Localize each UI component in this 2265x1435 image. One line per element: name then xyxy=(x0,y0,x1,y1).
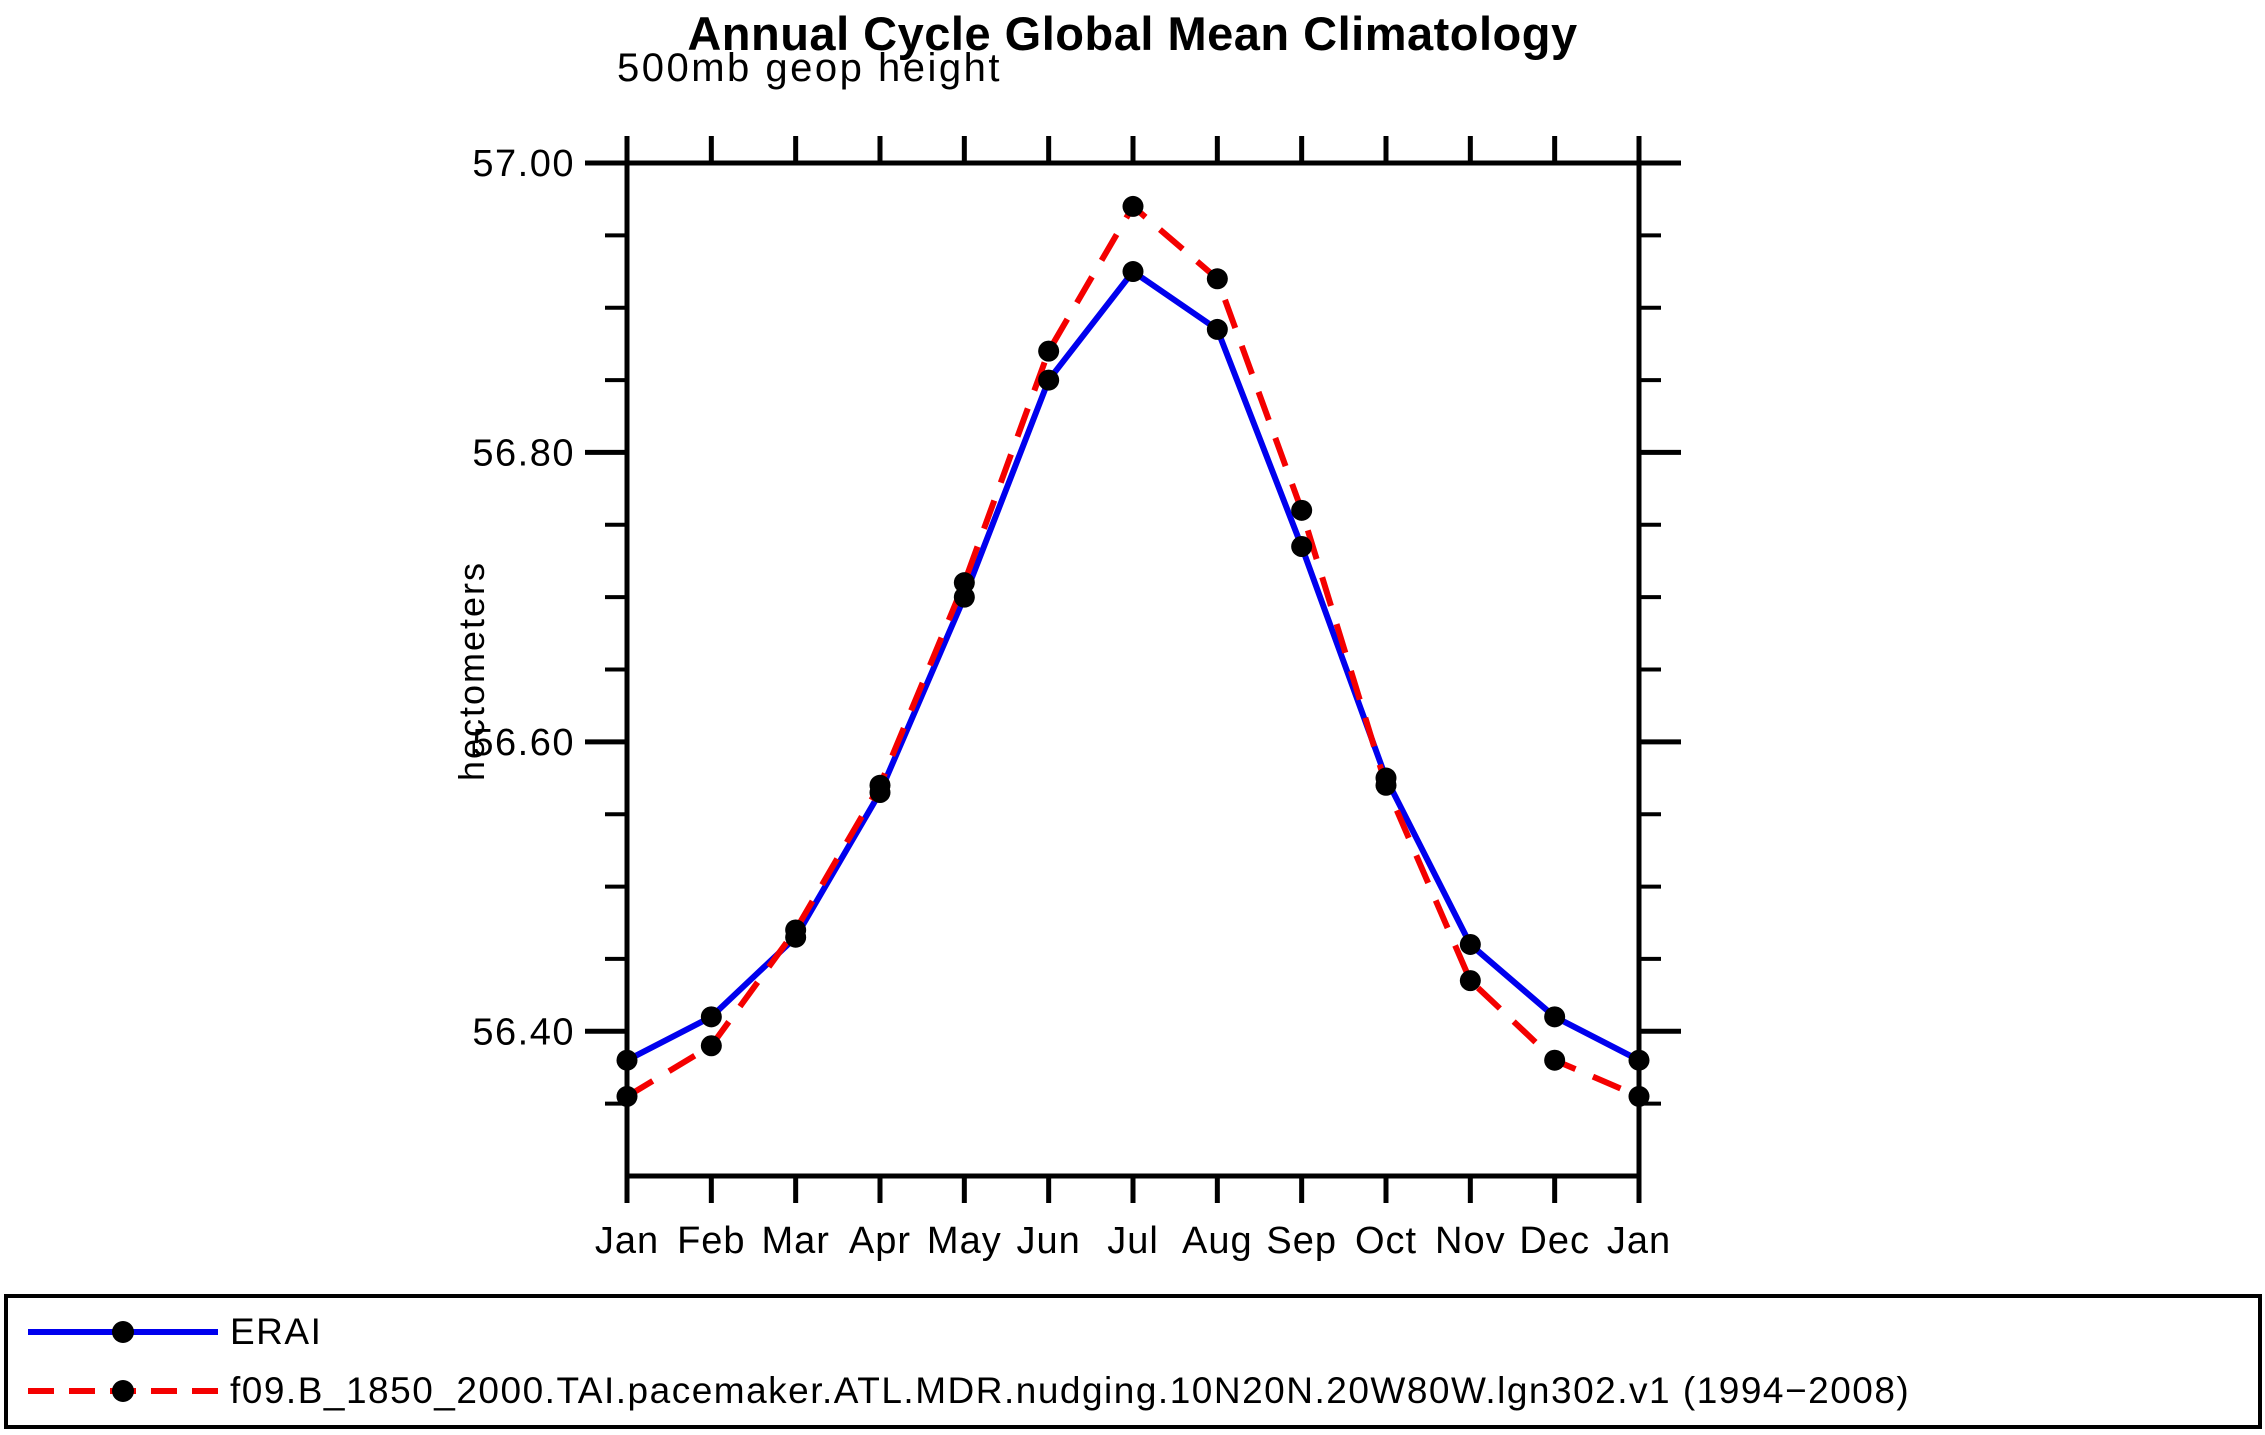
series-marker-model xyxy=(1206,268,1228,290)
x-axis-month-label: Apr xyxy=(849,1220,911,1262)
x-axis-month-label: Jan xyxy=(595,1220,659,1262)
series-marker-erai xyxy=(1122,261,1144,283)
legend-sample-model xyxy=(28,1380,218,1402)
legend-marker-dot xyxy=(112,1380,134,1402)
series-marker-model xyxy=(1544,1049,1566,1071)
series-marker-erai xyxy=(1206,318,1228,340)
x-axis-month-label: Jul xyxy=(1107,1220,1159,1262)
series-marker-model xyxy=(1038,340,1060,362)
x-axis-month-label: Mar xyxy=(761,1220,829,1262)
y-axis-tick-label: 57.00 xyxy=(472,143,575,185)
legend-marker-dot xyxy=(112,1321,134,1343)
series-marker-erai xyxy=(1628,1049,1650,1071)
x-axis-month-label: Nov xyxy=(1435,1220,1506,1262)
chart-title: Annual Cycle Global Mean Climatology xyxy=(687,7,1578,60)
series-marker-erai xyxy=(1038,369,1060,391)
y-axis-tick-label: 56.80 xyxy=(472,432,575,474)
series-marker-model xyxy=(869,774,891,796)
series-line-erai xyxy=(625,268,1641,1063)
y-axis-tick-label: 56.60 xyxy=(472,722,575,764)
x-axis-month-label: Oct xyxy=(1355,1220,1417,1262)
x-axis-month-label: Dec xyxy=(1519,1220,1590,1262)
series-marker-erai xyxy=(1291,535,1313,557)
x-axis-month-label: Jan xyxy=(1607,1220,1671,1262)
series-marker-erai xyxy=(1544,1006,1566,1028)
legend-label-erai: ERAI xyxy=(230,1311,323,1352)
series-marker-erai xyxy=(953,586,975,608)
plot-border xyxy=(624,160,1642,1179)
legend-row-model: f09.B_1850_2000.TAI.pacemaker.ATL.MDR.nu… xyxy=(20,1366,2258,1416)
y-axis-tick-label: 56.40 xyxy=(472,1011,575,1053)
series-marker-model xyxy=(1122,195,1144,217)
x-axis-month-label: Aug xyxy=(1182,1220,1253,1262)
x-axis-month-label: Jun xyxy=(1017,1220,1081,1262)
series-line-model xyxy=(625,203,1641,1100)
legend-label-model: f09.B_1850_2000.TAI.pacemaker.ATL.MDR.nu… xyxy=(230,1370,1911,1411)
series-marker-erai xyxy=(1459,933,1481,955)
series-marker-model xyxy=(953,572,975,594)
legend-sample-erai xyxy=(28,1321,218,1343)
series-marker-model xyxy=(616,1085,638,1107)
series-marker-model xyxy=(785,919,807,941)
series-marker-model xyxy=(700,1035,722,1057)
series-marker-model xyxy=(1459,970,1481,992)
legend-row-erai: ERAI xyxy=(20,1307,2258,1357)
series-marker-model xyxy=(1375,774,1397,796)
chart-subtitle: 500mb geop height xyxy=(617,46,1002,90)
series-marker-model xyxy=(1291,499,1313,521)
series-marker-model xyxy=(1628,1085,1650,1107)
x-axis-month-label: Feb xyxy=(677,1220,745,1262)
series-marker-erai xyxy=(700,1006,722,1028)
x-axis-month-label: Sep xyxy=(1266,1220,1337,1262)
series-marker-erai xyxy=(616,1049,638,1071)
legend-box: ERAI f09.B_1850_2000.TAI.pacemaker.ATL.M… xyxy=(4,1294,2262,1429)
x-axis-month-label: May xyxy=(927,1220,1002,1262)
